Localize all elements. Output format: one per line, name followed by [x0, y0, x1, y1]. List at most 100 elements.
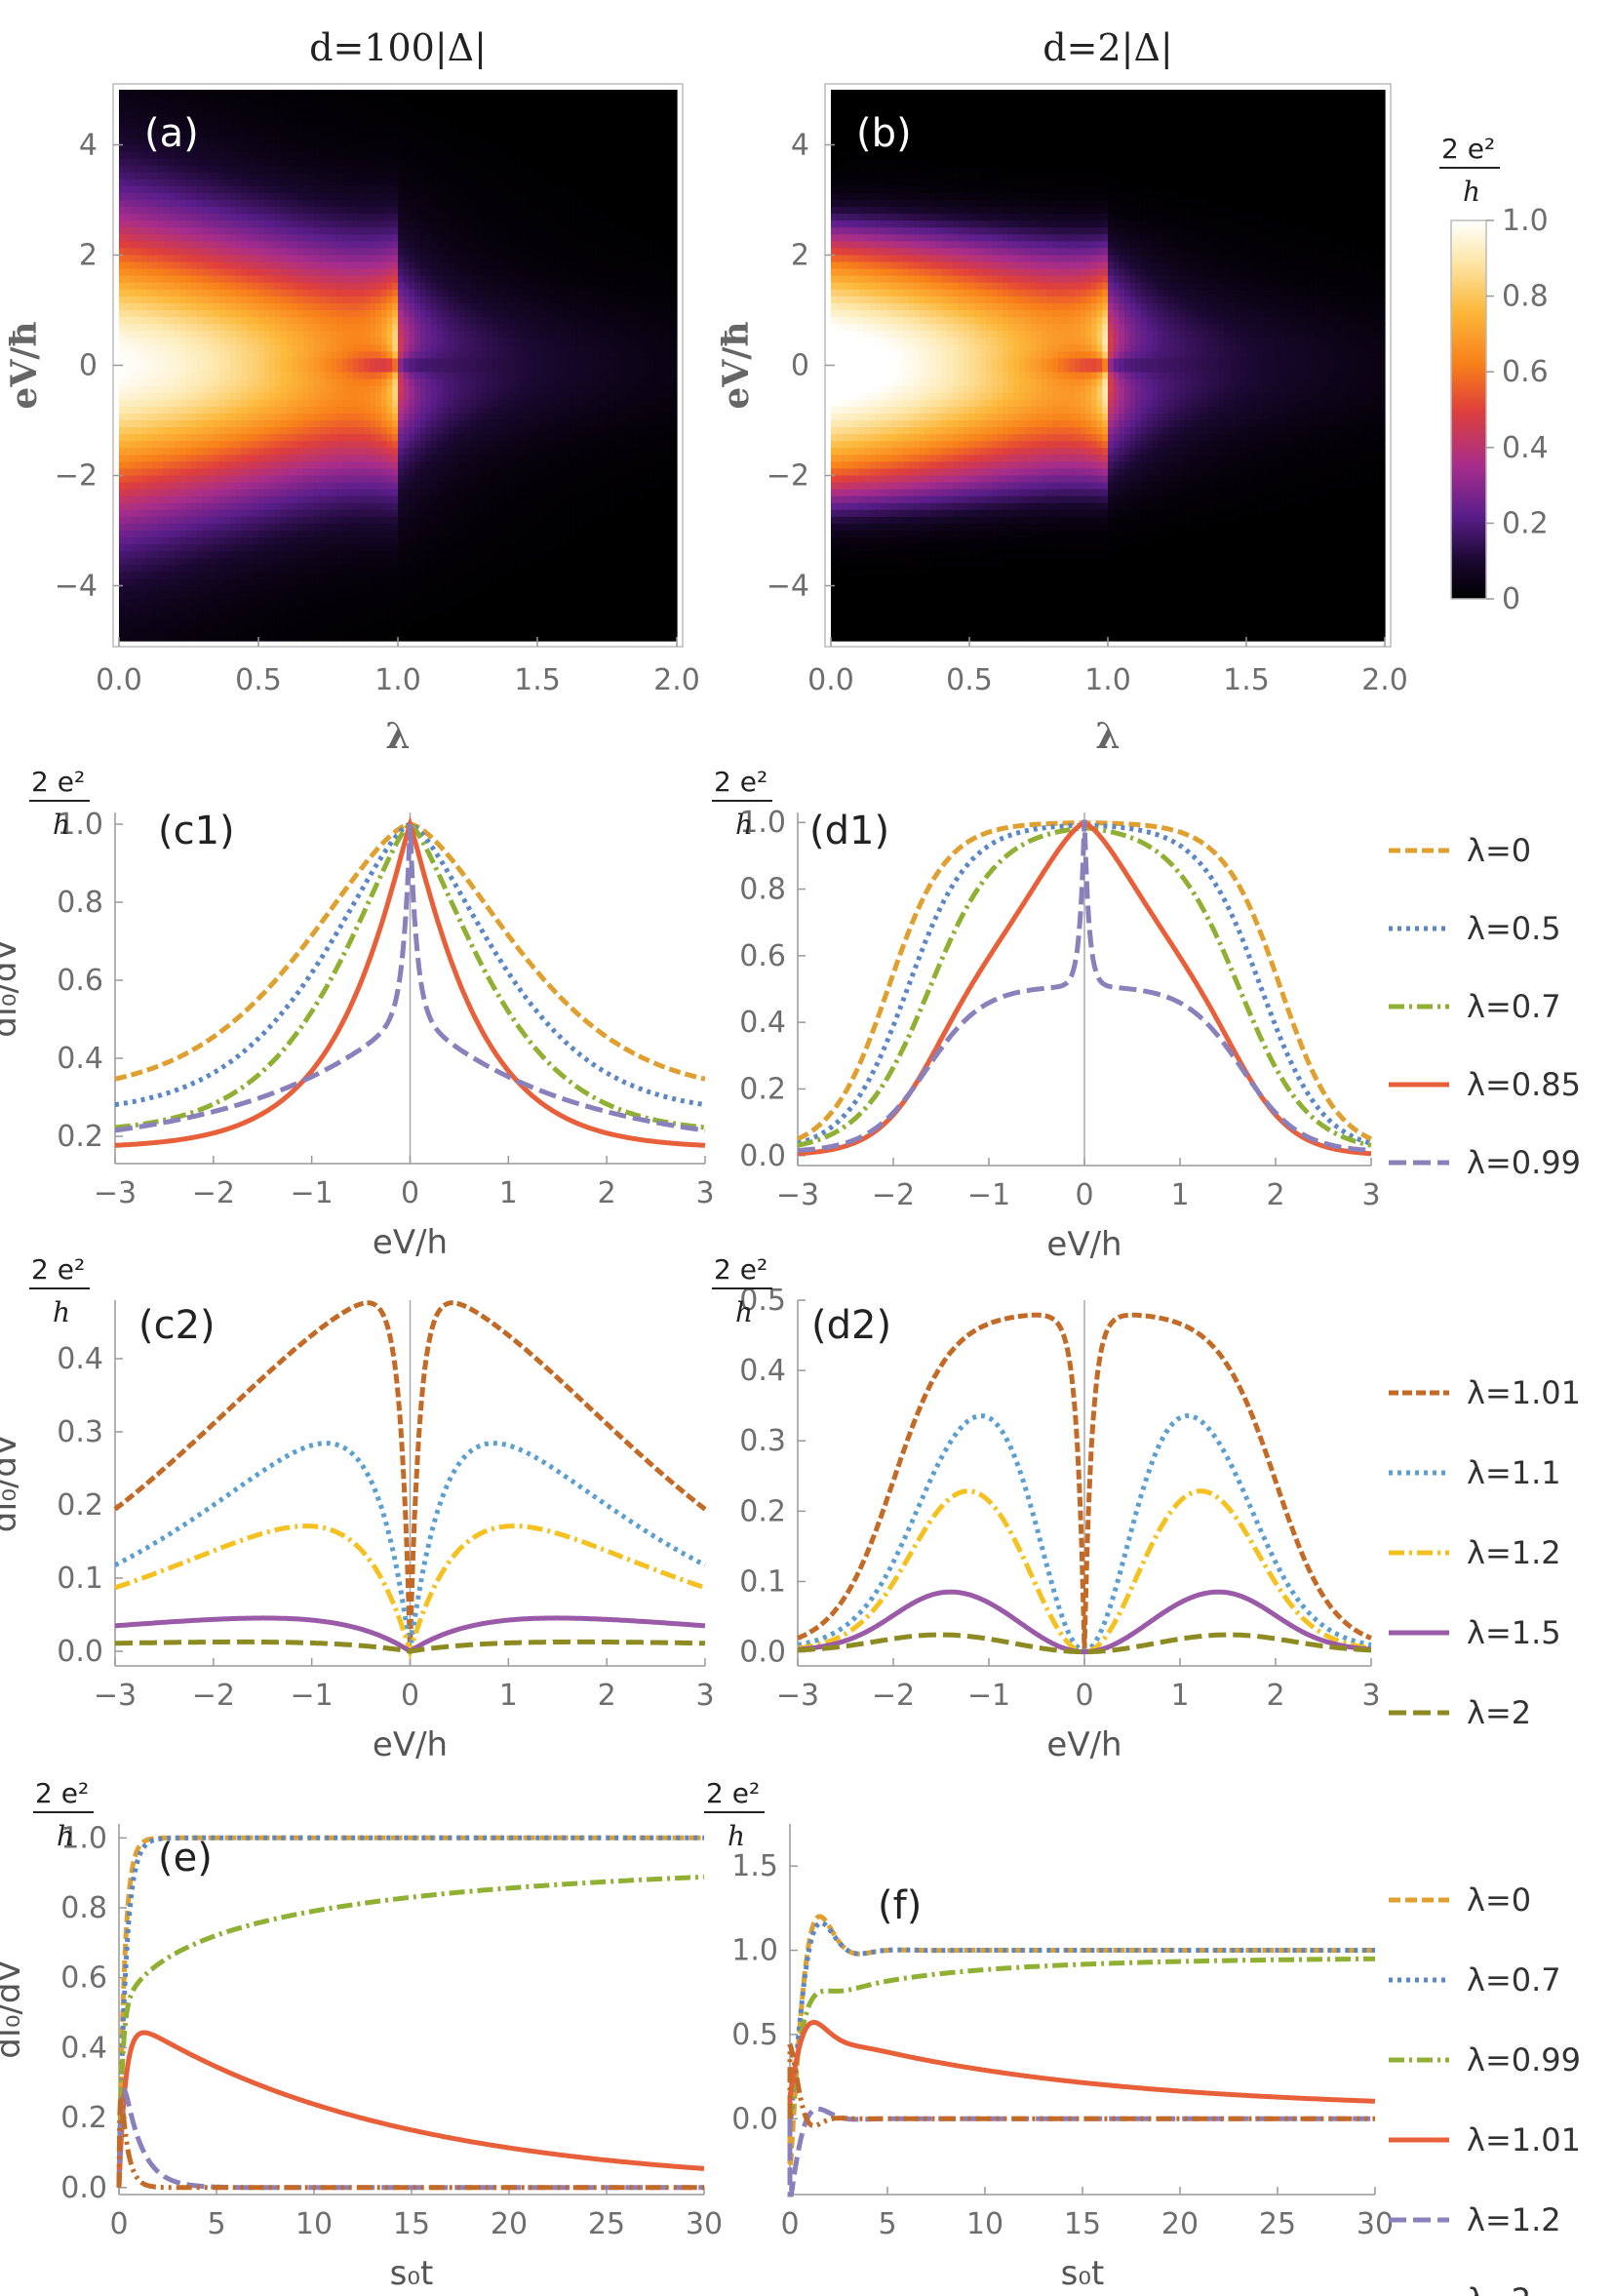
- heatmap-cell: [130, 475, 137, 484]
- heatmap-cell: [197, 255, 204, 263]
- heatmap-cell: [136, 131, 142, 139]
- heatmap-cell: [175, 185, 181, 194]
- heatmap-cell: [208, 268, 215, 277]
- heatmap-cell: [319, 358, 327, 367]
- heatmap-cell: [275, 255, 282, 263]
- heatmap-cell: [431, 248, 438, 257]
- heatmap-cell: [179, 537, 187, 545]
- heatmap-cell: [208, 461, 215, 470]
- heatmap-cell: [302, 337, 310, 345]
- heatmap-cell: [224, 372, 231, 380]
- heatmap-cell: [347, 358, 354, 367]
- heatmap-cell: [230, 544, 237, 552]
- heatmap-cell: [191, 151, 198, 160]
- heatmap-cell: [386, 172, 393, 180]
- heatmap-cell: [308, 516, 315, 525]
- heatmap-cell: [197, 138, 204, 146]
- heatmap-cell: [247, 200, 254, 208]
- heatmap-cell: [453, 509, 460, 518]
- heatmap-cell: [308, 124, 315, 132]
- heatmap-cell: [375, 558, 382, 566]
- heatmap-cell: [218, 537, 226, 545]
- heatmap-cell: [353, 489, 360, 497]
- heatmap-cell: [247, 302, 254, 311]
- heatmap-cell: [202, 378, 210, 387]
- heatmap-cell: [364, 558, 371, 566]
- heatmap-cell: [448, 248, 454, 257]
- heatmap-cell: [431, 344, 438, 352]
- heatmap-cell: [253, 200, 259, 208]
- heatmap-cell: [275, 337, 282, 345]
- heatmap-cell: [392, 599, 399, 608]
- heatmap-cell: [431, 178, 438, 187]
- heatmap-cell: [380, 358, 388, 367]
- heatmap-cell: [331, 289, 337, 297]
- heatmap-cell: [175, 413, 181, 421]
- heatmap-cell: [419, 158, 427, 167]
- heatmap-cell: [202, 144, 210, 153]
- heatmap-cell: [314, 378, 321, 387]
- heatmap-cell: [370, 468, 376, 477]
- heatmap-cell: [119, 516, 126, 525]
- heatmap-cell: [341, 461, 349, 470]
- heatmap-cell: [364, 516, 371, 525]
- heatmap-cell: [197, 558, 204, 566]
- heatmap-cell: [314, 310, 321, 318]
- heatmap-cell: [218, 151, 226, 160]
- heatmap-cell: [464, 289, 471, 297]
- heatmap-cell: [370, 331, 376, 338]
- heatmap-cell: [353, 310, 360, 318]
- heatmap-cell: [158, 392, 165, 401]
- heatmap-cell: [175, 531, 181, 538]
- heatmap-cell: [152, 551, 159, 559]
- heatmap-cell: [364, 337, 371, 345]
- heatmap-cell: [414, 475, 421, 484]
- heatmap-cell: [146, 214, 153, 221]
- heatmap-cell: [419, 523, 427, 532]
- heatmap-cell: [448, 537, 454, 545]
- heatmap-cell: [398, 531, 405, 538]
- heatmap-cell: [191, 124, 198, 132]
- heatmap-cell: [218, 565, 226, 573]
- heatmap-cell: [370, 90, 376, 98]
- heatmap-cell: [269, 248, 276, 257]
- heatmap-cell: [370, 413, 376, 421]
- heatmap-cell: [169, 619, 176, 628]
- heatmap-cell: [364, 537, 371, 545]
- heatmap-cell: [179, 234, 187, 242]
- heatmap-cell: [364, 110, 371, 118]
- heatmap-cell: [136, 475, 142, 484]
- heatmap-cell: [364, 619, 371, 628]
- heatmap-cell: [403, 531, 411, 538]
- heatmap-cell: [370, 606, 376, 614]
- heatmap-cell: [398, 413, 405, 421]
- heatmap-cell: [431, 302, 438, 311]
- heatmap-cell: [263, 185, 271, 194]
- heatmap-cell: [163, 192, 171, 201]
- heatmap-cell: [175, 331, 181, 338]
- heatmap-cell: [319, 90, 327, 98]
- heatmap-cell: [140, 185, 148, 194]
- heatmap-cell: [403, 385, 411, 394]
- heatmap-cell: [253, 468, 259, 477]
- heatmap-cell: [380, 158, 388, 167]
- heatmap-cell: [258, 365, 265, 374]
- heatmap-cell: [269, 565, 276, 573]
- heatmap-cell: [353, 565, 360, 573]
- heatmap-cell: [314, 592, 321, 601]
- heatmap-cell: [403, 214, 411, 221]
- heatmap-cell: [392, 131, 399, 139]
- heatmap-cell: [263, 344, 271, 352]
- heatmap-cell: [414, 489, 421, 497]
- heatmap-cell: [341, 565, 349, 573]
- heatmap-cell: [124, 275, 132, 284]
- heatmap-cell: [191, 509, 198, 518]
- heatmap-cell: [175, 551, 181, 559]
- heatmap-cell: [464, 227, 471, 235]
- heatmap-cell: [314, 455, 321, 462]
- heatmap-cell: [414, 448, 421, 455]
- heatmap-cell: [448, 427, 454, 435]
- heatmap-cell: [185, 268, 192, 277]
- heatmap-cell: [130, 282, 137, 291]
- heatmap-cell: [375, 214, 382, 221]
